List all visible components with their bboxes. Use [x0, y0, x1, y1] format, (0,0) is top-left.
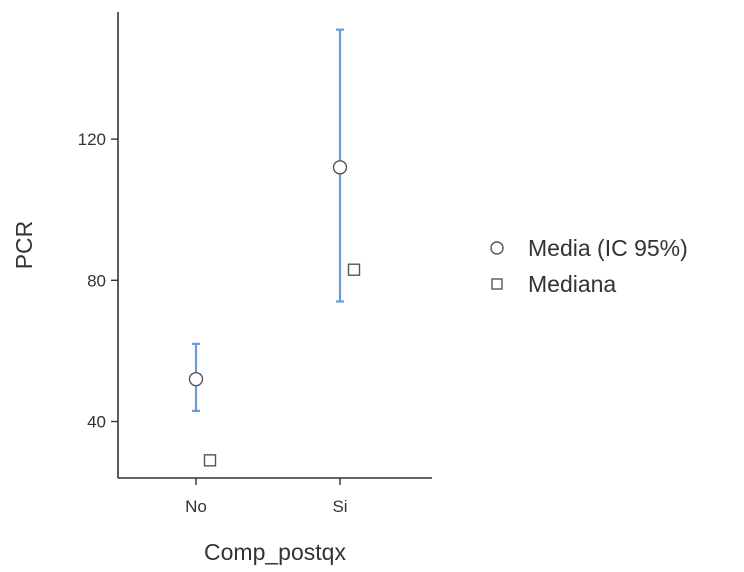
x-axis-title: Comp_postqx [204, 539, 346, 565]
legend: Media (IC 95%) Mediana [490, 235, 688, 297]
y-ticks: 40 80 120 [78, 130, 118, 432]
legend-label-mean: Media (IC 95%) [528, 235, 688, 261]
y-tick-label-40: 40 [87, 413, 106, 432]
x-ticks: No Si [185, 478, 348, 516]
x-tick-label-No: No [185, 497, 207, 516]
legend-square-icon [491, 278, 503, 290]
median-point-No [203, 454, 217, 467]
y-axis-title: PCR [11, 221, 37, 270]
mean-point-No [188, 371, 204, 387]
error-bars [192, 28, 344, 413]
mean-point-Si [332, 160, 348, 175]
median-point-Si [347, 263, 361, 276]
axes [117, 12, 432, 479]
y-tick-label-120: 120 [78, 130, 106, 149]
legend-circle-icon [490, 241, 504, 255]
legend-label-median: Mediana [528, 271, 616, 297]
x-tick-label-Si: Si [332, 497, 347, 516]
y-tick-label-80: 80 [87, 271, 106, 290]
markers [188, 160, 361, 467]
